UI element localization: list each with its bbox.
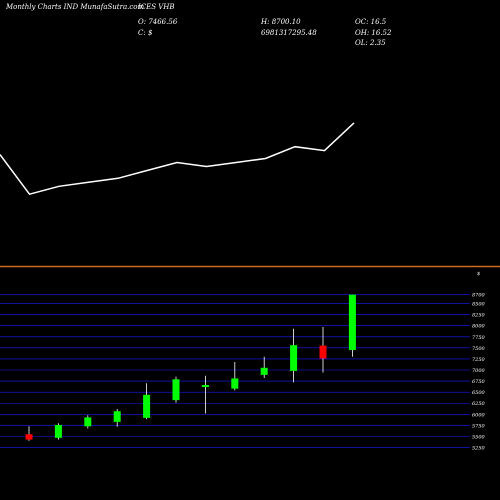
- high-value: H: 8700.10: [261, 18, 301, 26]
- candles-layer: [25, 294, 356, 441]
- currency-label: $: [477, 271, 480, 277]
- candle-body: [319, 345, 327, 359]
- y-tick-label: 7250: [472, 357, 486, 363]
- close-value: C: $: [138, 29, 153, 37]
- candle-body: [54, 424, 62, 438]
- y-tick-label: 8250: [472, 313, 486, 319]
- y-tick-label: 7000: [472, 368, 486, 374]
- line-series: [0, 122, 355, 196]
- grid-layer: 8700 8500 8250 8000 7750 7500 7250 7000 6750 6500…: [0, 293, 486, 452]
- oh-value: OH: 16.52: [355, 29, 392, 37]
- low-value: 6981317295.48: [261, 29, 317, 37]
- candle-body: [172, 379, 180, 401]
- candle: [201, 375, 209, 414]
- candle-body: [84, 417, 92, 427]
- candle: [143, 383, 151, 420]
- oc-value: OC: 16.5: [355, 18, 387, 26]
- y-tick-label: 5750: [472, 423, 486, 429]
- open-value: O: 7466.56: [138, 18, 178, 26]
- candle: [113, 409, 121, 427]
- y-tick-label: 7750: [472, 335, 486, 341]
- candle-body: [201, 385, 209, 388]
- candle-body: [143, 394, 151, 418]
- candle: [25, 426, 33, 441]
- candle: [54, 423, 62, 440]
- y-tick-label: 6750: [472, 379, 486, 385]
- candle-body: [260, 367, 268, 375]
- y-tick-label: 8000: [472, 324, 486, 330]
- ol-value: OL: 2.35: [355, 39, 386, 47]
- candle: [348, 294, 356, 357]
- candle-body: [290, 345, 298, 371]
- candle-body: [25, 434, 33, 440]
- chart-title: Monthly Charts IND MunafaSutra.com: [6, 3, 145, 11]
- y-tick-label: 8700: [472, 293, 486, 299]
- candle: [290, 328, 298, 383]
- y-tick-label: 6250: [472, 401, 486, 407]
- candle: [84, 415, 92, 429]
- y-tick-label: 6500: [472, 390, 486, 396]
- y-tick-label: 6000: [472, 412, 486, 418]
- candle: [319, 327, 327, 373]
- candle: [260, 356, 268, 378]
- candle-body: [231, 378, 239, 389]
- y-tick-label: 5250: [472, 446, 486, 452]
- y-tick-label: 7500: [472, 346, 486, 352]
- y-tick-label: 8500: [472, 302, 486, 308]
- candle: [231, 362, 239, 391]
- candle-body: [113, 411, 121, 422]
- candle: [172, 376, 180, 403]
- candle-body: [348, 294, 356, 351]
- y-tick-label: 5500: [472, 434, 486, 440]
- symbol-label: ICES VHB: [138, 3, 175, 11]
